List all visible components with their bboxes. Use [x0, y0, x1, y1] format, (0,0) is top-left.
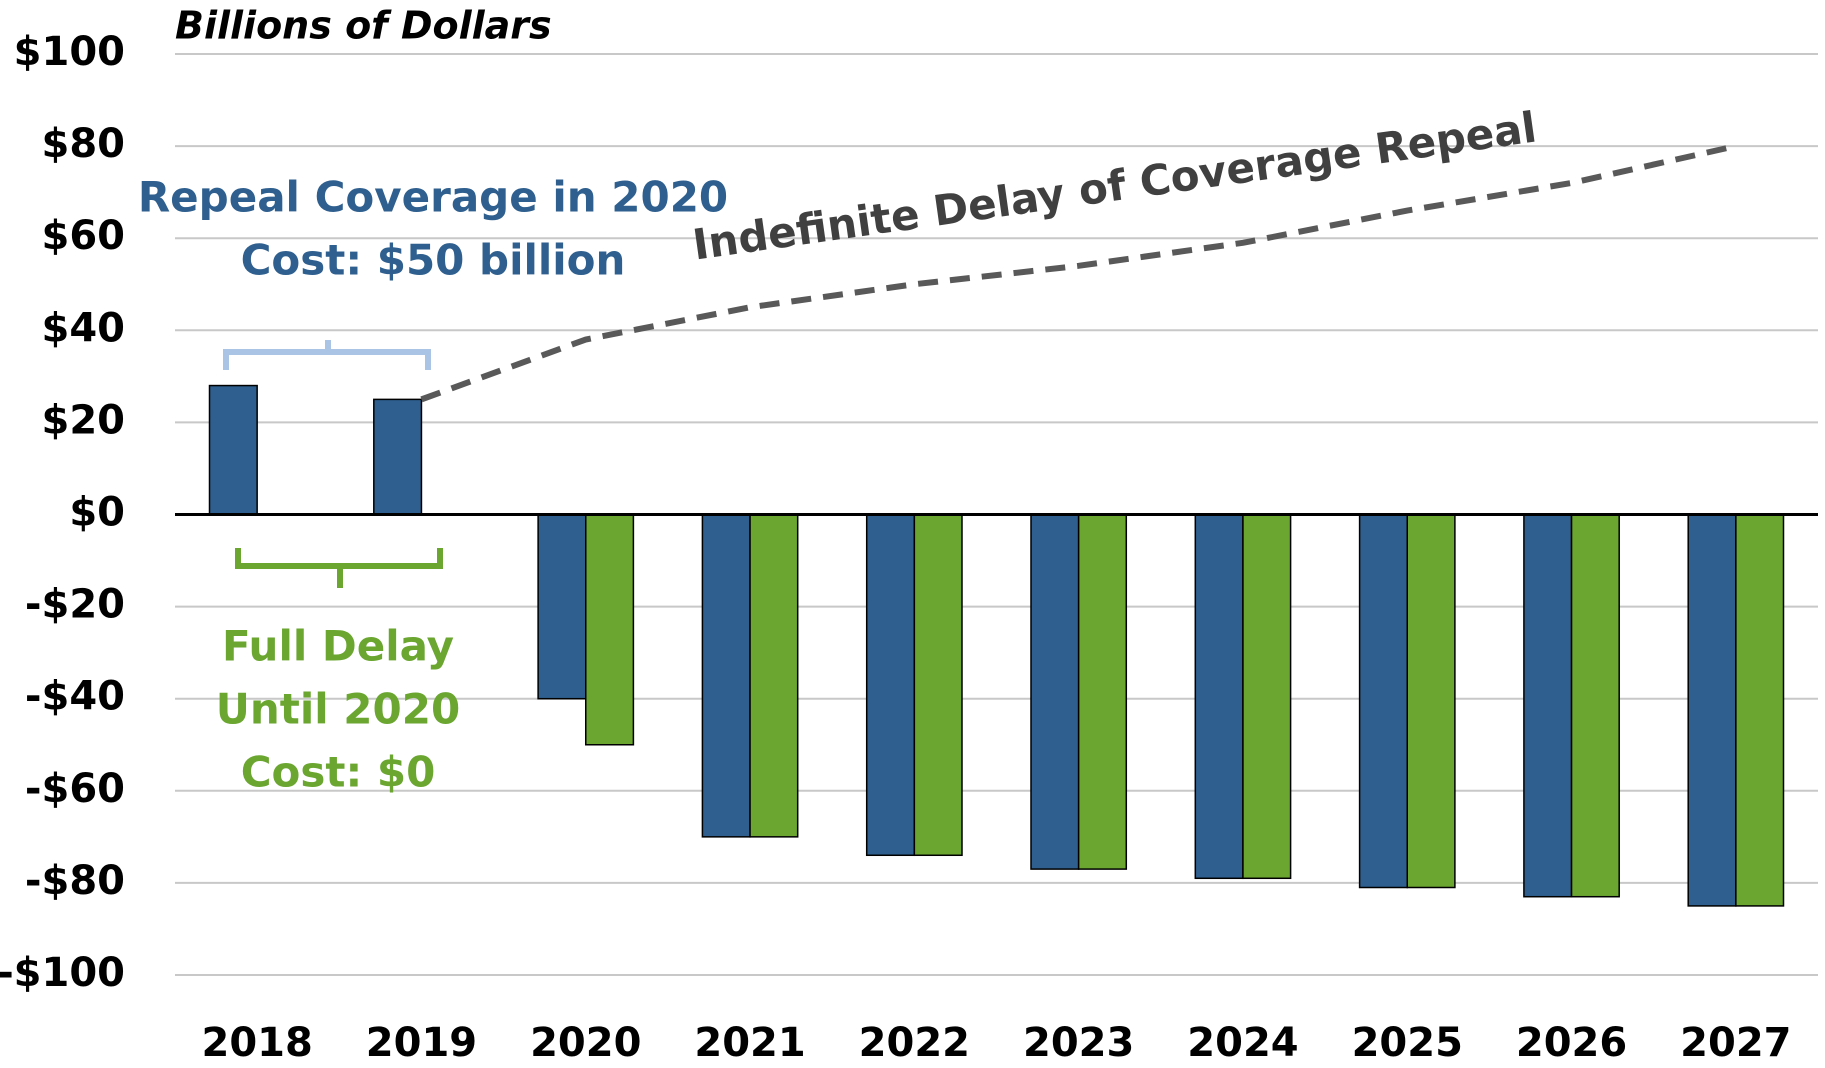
x-tick-label: 2026 [1516, 1020, 1627, 1066]
bar [1570, 513, 1620, 898]
bar [701, 513, 751, 838]
y-tick-label: -$60 [25, 766, 125, 812]
bar [749, 513, 799, 838]
x-tick-label: 2023 [1023, 1020, 1134, 1066]
bar [208, 384, 258, 516]
annotation: Cost: $50 billion [241, 236, 626, 285]
bar [1077, 513, 1128, 870]
annotation: Until 2020 [216, 685, 460, 734]
annotation: Full Delay [222, 622, 454, 671]
y-tick-label: $40 [42, 305, 126, 351]
annotation: Cost: $0 [241, 748, 436, 797]
x-tick-label: 2025 [1352, 1020, 1463, 1066]
y-tick-label: $100 [14, 29, 125, 75]
bracket [235, 548, 443, 588]
y-tick-label: $20 [42, 397, 126, 443]
bar [913, 513, 963, 857]
bar [1358, 513, 1409, 889]
y-tick-label: -$100 [0, 950, 125, 996]
y-tick-label: -$20 [25, 582, 125, 628]
bar [865, 513, 916, 857]
bar [1242, 513, 1292, 880]
bar [1030, 513, 1080, 870]
x-tick-label: 2021 [694, 1020, 805, 1066]
axis-title: Billions of Dollars [175, 4, 552, 48]
line [420, 143, 1737, 403]
bracket [223, 340, 431, 370]
y-tick-label: $80 [42, 121, 126, 167]
bar [537, 513, 587, 700]
bar [373, 398, 423, 516]
x-tick-label: 2020 [530, 1020, 641, 1066]
bar [1523, 513, 1573, 898]
bar [1735, 513, 1785, 907]
annotation: Repeal Coverage in 2020 [138, 173, 728, 222]
bar [585, 513, 635, 746]
x-tick-label: 2019 [366, 1020, 477, 1066]
bar [1687, 513, 1737, 907]
y-tick-label: $60 [42, 213, 126, 259]
x-tick-label: 2018 [201, 1020, 312, 1066]
y-tick-label: $0 [69, 490, 125, 536]
y-tick-label: -$40 [25, 674, 125, 720]
x-tick-label: 2022 [859, 1020, 970, 1066]
bar [1194, 513, 1244, 880]
bar [1406, 513, 1456, 889]
x-tick-label: 2027 [1680, 1020, 1791, 1066]
y-tick-label: -$80 [25, 858, 125, 904]
x-tick-label: 2024 [1187, 1020, 1298, 1066]
line-label: Indefinite Delay of Coverage Repeal [690, 103, 1540, 270]
